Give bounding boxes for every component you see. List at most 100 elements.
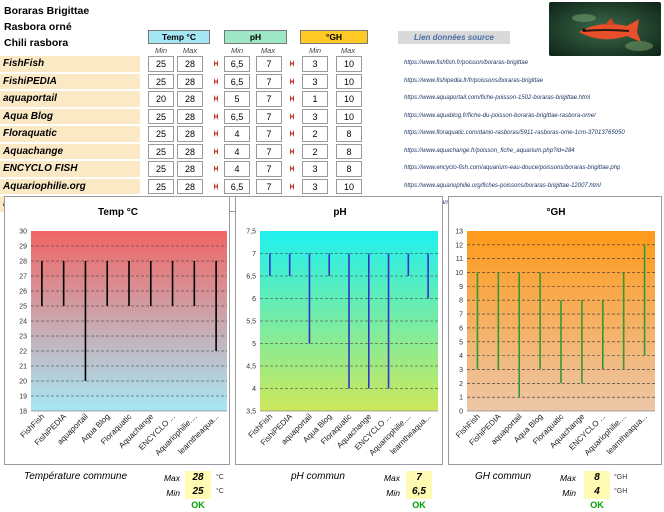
y-tick-label: 10: [455, 270, 463, 277]
range-arrow-icon: [214, 91, 218, 106]
gh-min-cell: 3: [302, 178, 328, 194]
y-tick-label: 8: [459, 298, 463, 305]
source-url-link[interactable]: https://www.aquablog.fr/fiche-du-poisson…: [404, 112, 596, 119]
range-arrow-icon: [214, 161, 218, 176]
y-tick-label: 12: [455, 242, 463, 249]
y-tick-label: 30: [19, 229, 27, 236]
ph-chart-title: pH: [333, 207, 347, 218]
temp-max-cell: 28: [177, 143, 203, 159]
gh-max-cell: 10: [336, 73, 362, 89]
range-arrow-icon: [290, 179, 294, 194]
temp-summary-unit-min: °C: [216, 488, 224, 495]
source-url-link[interactable]: https://www.fishipedia.fr/fr/poissons/bo…: [404, 77, 544, 84]
species-name: Boraras Brigittae: [4, 5, 90, 17]
y-tick-label: 24: [19, 319, 27, 326]
range-arrow-icon: [290, 144, 294, 159]
source-name: ENCYCLO FISH: [0, 161, 140, 177]
ph-max-cell: 7: [256, 73, 282, 89]
gh-min-cell: 2: [302, 143, 328, 159]
source-url-link[interactable]: https://www.aquachange.fr/poisson_fiche_…: [404, 147, 575, 154]
gh-min-cell: 3: [302, 73, 328, 89]
range-arrow-icon: [290, 126, 294, 141]
y-tick-label: 4,5: [246, 364, 256, 371]
range-arrow-icon: [214, 74, 218, 89]
range-arrow-icon: [214, 144, 218, 159]
species-common-name-en: Chili rasbora: [4, 37, 69, 49]
ph-header: pH: [224, 30, 287, 44]
gh-min-cell: 3: [302, 56, 328, 72]
temp-max-cell: 28: [177, 126, 203, 142]
range-arrow-icon: [290, 56, 294, 71]
ph-min-cell: 5: [224, 91, 250, 107]
gh-max-cell: 8: [336, 143, 362, 159]
source-name: FishFish: [0, 56, 140, 72]
ph-summary-min-label: Min: [386, 488, 400, 498]
y-tick-label: 1: [459, 395, 463, 402]
gh-max-cell: 10: [336, 91, 362, 107]
temp-summary-max-label: Max: [163, 473, 180, 483]
temp-max-cell: 28: [177, 91, 203, 107]
source-name: Aquachange: [0, 143, 140, 159]
temp-min-cell: 25: [148, 73, 174, 89]
gh-summary-max: 8: [584, 471, 610, 485]
temp-chart-title: Temp °C: [98, 207, 138, 218]
temp-summary-min: 25: [185, 485, 211, 499]
y-tick-label: 7: [252, 251, 256, 258]
ph-max-cell: 7: [256, 178, 282, 194]
ph-max-cell: 7: [256, 108, 282, 124]
ph-summary-max-label: Max: [383, 473, 400, 483]
y-tick-label: 25: [19, 304, 27, 311]
temp-max-cell: 28: [177, 178, 203, 194]
y-tick-label: 19: [19, 394, 27, 401]
y-tick-label: 22: [19, 349, 27, 356]
source-name: FishiPEDIA: [0, 73, 140, 89]
range-arrow-icon: [214, 179, 218, 194]
ph-min-cell: 4: [224, 161, 250, 177]
range-arrow-icon: [290, 91, 294, 106]
gh-summary-min: 4: [584, 485, 610, 499]
y-tick-label: 18: [19, 409, 27, 416]
ph-chart: 3,544,555,566,577,5FishFishFishiPEDIAaqu…: [246, 229, 438, 457]
y-tick-label: 20: [19, 379, 27, 386]
y-tick-label: 3: [459, 367, 463, 374]
y-tick-label: 5: [459, 339, 463, 346]
y-tick-label: 4: [459, 353, 463, 360]
y-tick-label: 11: [456, 256, 463, 263]
ph-max-cell: 7: [256, 143, 282, 159]
y-tick-label: 2: [459, 381, 463, 388]
ph-max-cell: 7: [256, 91, 282, 107]
ph-min-label: Min: [230, 46, 244, 55]
ph-ok-status: OK: [412, 500, 426, 510]
source-url-link[interactable]: https://www.aquaportail.com/fiche-poisso…: [404, 95, 591, 101]
temp-header: Temp °C: [148, 30, 210, 44]
ph-chart-panel: pH 3,5 4 4,5 5 5,5 6 6,5 7 7,5 FishFish FishiPEDIA…: [235, 196, 443, 465]
source-url-link[interactable]: https://www.floraquatic.com/danio-rasbor…: [404, 130, 625, 136]
source-url-link[interactable]: https://www.fishfish.fr/poisson/boraras-…: [404, 60, 529, 66]
gh-min-cell: 1: [302, 91, 328, 107]
temp-summary-min-label: Min: [166, 488, 180, 498]
temp-chart-panel: Temp °C 18 19 20 21 22 23 24 25 26 27 28 29 30 FishFi…: [4, 196, 230, 465]
range-arrow-icon: [290, 74, 294, 89]
y-tick-label: 23: [19, 334, 27, 341]
temp-ok-status: OK: [191, 500, 205, 510]
y-tick-label: 0: [459, 409, 463, 416]
ph-max-cell: 7: [256, 56, 282, 72]
range-arrow-icon: [214, 126, 218, 141]
gh-summary-min-label: Min: [562, 488, 576, 498]
source-url-link[interactable]: https://www.encyclo-fish.com/aquarium-ea…: [404, 165, 621, 171]
y-tick-label: 6: [252, 296, 256, 303]
y-tick-label: 5: [252, 341, 256, 348]
gh-summary-unit-min: °GH: [614, 488, 628, 495]
gh-max-cell: 10: [336, 56, 362, 72]
source-name: Aquariophilie.org: [0, 178, 140, 194]
source-url-link[interactable]: https://www.aquariophilie.org/fiches-poi…: [404, 182, 601, 189]
fish-photo: [549, 2, 661, 56]
temp-min-cell: 25: [148, 108, 174, 124]
temp-chart: 18192021222324252627282930FishFishFishiP…: [19, 229, 227, 457]
temp-max-cell: 28: [177, 161, 203, 177]
gh-chart: 012345678910111213FishFishFishiPEDIAaqua…: [454, 229, 655, 457]
temp-min-cell: 25: [148, 161, 174, 177]
gh-max-label: Max: [340, 46, 356, 55]
temp-min-cell: 25: [148, 126, 174, 142]
source-name: aquaportail: [0, 91, 140, 107]
